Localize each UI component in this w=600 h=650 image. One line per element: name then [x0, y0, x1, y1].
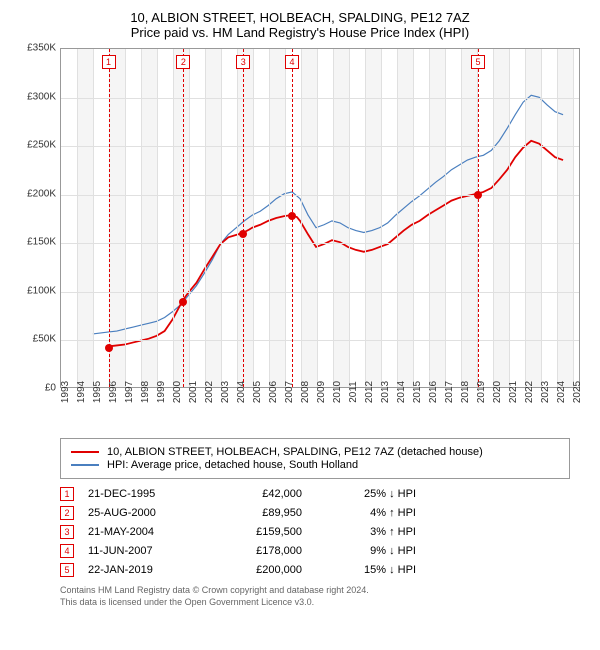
marker-dot	[105, 344, 113, 352]
x-tick-label: 1995	[92, 381, 103, 403]
x-tick-label: 1999	[156, 381, 167, 403]
table-row: 5 22-JAN-2019 £200,000 15% ↓ HPI	[60, 563, 570, 577]
row-marker-number: 4	[60, 544, 74, 558]
chart-title-main: 10, ALBION STREET, HOLBEACH, SPALDING, P…	[10, 10, 590, 25]
marker-number-box: 1	[102, 55, 116, 69]
x-tick-label: 1993	[60, 381, 71, 403]
row-date: 21-DEC-1995	[88, 488, 198, 500]
plot-inner: 1 2 3 4 5	[60, 48, 580, 388]
x-tick-label: 2017	[444, 381, 455, 403]
row-pct-vs-hpi: 25% ↓ HPI	[316, 488, 416, 500]
sales-table: 1 21-DEC-1995 £42,000 25% ↓ HPI 2 25-AUG-2000…	[60, 487, 570, 577]
x-tick-label: 1997	[124, 381, 135, 403]
y-tick-label: £0	[45, 383, 56, 394]
x-tick-label: 2025	[572, 381, 583, 403]
y-tick-label: £150K	[27, 237, 56, 248]
legend-row: 10, ALBION STREET, HOLBEACH, SPALDING, P…	[71, 446, 559, 458]
x-tick-label: 2011	[348, 381, 359, 403]
series-svg	[61, 49, 579, 387]
x-tick-label: 2009	[316, 381, 327, 403]
x-tick-label: 2007	[284, 381, 295, 403]
legend-label: HPI: Average price, detached house, Sout…	[107, 459, 358, 471]
x-tick-label: 2005	[252, 381, 263, 403]
row-price: £178,000	[212, 545, 302, 557]
x-tick-label: 2003	[220, 381, 231, 403]
x-tick-label: 2015	[412, 381, 423, 403]
x-tick-label: 2010	[332, 381, 343, 403]
plot-area: £0£50K£100K£150K£200K£250K£300K£350K 123…	[20, 48, 580, 428]
table-row: 4 11-JUN-2007 £178,000 9% ↓ HPI	[60, 544, 570, 558]
row-marker-number: 2	[60, 506, 74, 520]
row-date: 21-MAY-2004	[88, 526, 198, 538]
y-axis: £0£50K£100K£150K£200K£250K£300K£350K	[20, 48, 60, 388]
marker-dot	[179, 298, 187, 306]
table-row: 1 21-DEC-1995 £42,000 25% ↓ HPI	[60, 487, 570, 501]
row-date: 11-JUN-2007	[88, 545, 198, 557]
row-marker-number: 1	[60, 487, 74, 501]
x-tick-label: 2002	[204, 381, 215, 403]
row-price: £42,000	[212, 488, 302, 500]
legend-swatch	[71, 464, 99, 466]
chart-title-sub: Price paid vs. HM Land Registry's House …	[10, 25, 590, 40]
x-tick-label: 2021	[508, 381, 519, 403]
row-marker-number: 5	[60, 563, 74, 577]
row-price: £200,000	[212, 564, 302, 576]
x-tick-label: 2014	[396, 381, 407, 403]
x-tick-label: 2024	[556, 381, 567, 403]
x-tick-label: 2008	[300, 381, 311, 403]
x-tick-label: 2006	[268, 381, 279, 403]
legend-row: HPI: Average price, detached house, Sout…	[71, 459, 559, 471]
marker-dot	[474, 191, 482, 199]
x-tick-label: 2013	[380, 381, 391, 403]
title-block: 10, ALBION STREET, HOLBEACH, SPALDING, P…	[10, 10, 590, 40]
marker-number-box: 5	[471, 55, 485, 69]
row-pct-vs-hpi: 4% ↑ HPI	[316, 507, 416, 519]
row-date: 25-AUG-2000	[88, 507, 198, 519]
row-price: £159,500	[212, 526, 302, 538]
footer-line-2: This data is licensed under the Open Gov…	[60, 597, 570, 609]
y-tick-label: £250K	[27, 140, 56, 151]
marker-dot	[288, 212, 296, 220]
marker-number-box: 3	[236, 55, 250, 69]
x-tick-label: 2004	[236, 381, 247, 403]
x-tick-label: 2018	[460, 381, 471, 403]
x-tick-label: 1996	[108, 381, 119, 403]
marker-number-box: 2	[176, 55, 190, 69]
table-row: 2 25-AUG-2000 £89,950 4% ↑ HPI	[60, 506, 570, 520]
legend-swatch	[71, 451, 99, 453]
y-tick-label: £200K	[27, 188, 56, 199]
footer: Contains HM Land Registry data © Crown c…	[60, 585, 570, 608]
row-marker-number: 3	[60, 525, 74, 539]
x-tick-label: 1998	[140, 381, 151, 403]
x-tick-label: 2020	[492, 381, 503, 403]
row-pct-vs-hpi: 3% ↑ HPI	[316, 526, 416, 538]
x-tick-label: 2001	[188, 381, 199, 403]
row-date: 22-JAN-2019	[88, 564, 198, 576]
x-tick-label: 2023	[540, 381, 551, 403]
legend: 10, ALBION STREET, HOLBEACH, SPALDING, P…	[60, 438, 570, 479]
marker-dot	[239, 230, 247, 238]
x-tick-label: 2022	[524, 381, 535, 403]
footer-line-1: Contains HM Land Registry data © Crown c…	[60, 585, 570, 597]
table-row: 3 21-MAY-2004 £159,500 3% ↑ HPI	[60, 525, 570, 539]
y-tick-label: £50K	[33, 334, 56, 345]
legend-label: 10, ALBION STREET, HOLBEACH, SPALDING, P…	[107, 446, 483, 458]
row-price: £89,950	[212, 507, 302, 519]
chart-container: 10, ALBION STREET, HOLBEACH, SPALDING, P…	[0, 0, 600, 650]
x-tick-label: 2012	[364, 381, 375, 403]
x-tick-label: 1994	[76, 381, 87, 403]
marker-number-box: 4	[285, 55, 299, 69]
x-axis: 1993199419951996199719981999200020012002…	[60, 388, 580, 428]
x-tick-label: 2000	[172, 381, 183, 403]
x-tick-label: 2019	[476, 381, 487, 403]
y-tick-label: £350K	[27, 43, 56, 54]
x-tick-label: 2016	[428, 381, 439, 403]
y-tick-label: £100K	[27, 285, 56, 296]
row-pct-vs-hpi: 9% ↓ HPI	[316, 545, 416, 557]
row-pct-vs-hpi: 15% ↓ HPI	[316, 564, 416, 576]
y-tick-label: £300K	[27, 91, 56, 102]
